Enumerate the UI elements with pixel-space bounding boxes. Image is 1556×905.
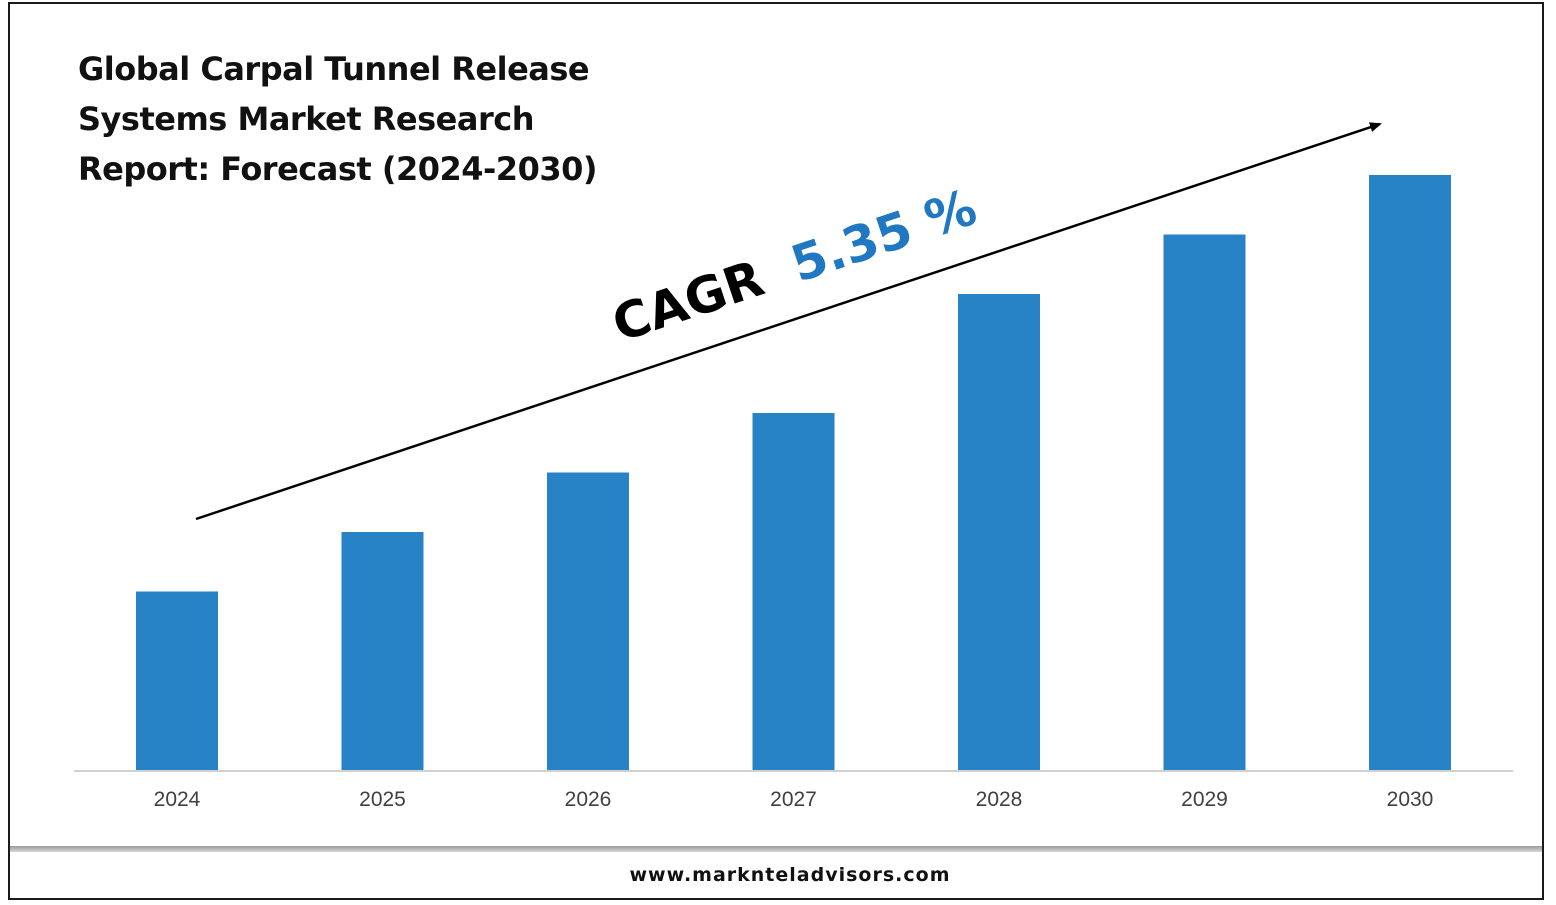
bar-2025: [341, 532, 424, 770]
x-tick-label-2027: 2027: [770, 788, 817, 811]
x-tick-label-2025: 2025: [359, 788, 406, 811]
title-line-1: Global Carpal Tunnel Release: [78, 50, 590, 88]
bar-2024: [136, 591, 218, 770]
title-line-3: Report: Forecast (2024-2030): [78, 150, 597, 188]
cagr-label: CAGR: [605, 249, 770, 353]
bar-2029: [1163, 234, 1246, 770]
x-tick-label-2024: 2024: [154, 788, 201, 811]
x-tick-label-2030: 2030: [1387, 788, 1434, 811]
footer-divider: [10, 846, 1542, 852]
x-tick-label-2026: 2026: [565, 788, 612, 811]
title-line-2: Systems Market Research: [78, 100, 534, 138]
cagr-annotation: CAGR 5.35 %: [605, 178, 983, 353]
cagr-value: 5.35 %: [784, 178, 983, 294]
trend-arrow: [195, 122, 1382, 521]
bars-group: [136, 175, 1451, 770]
bar-2030: [1369, 175, 1451, 770]
bar-2027: [752, 413, 835, 770]
footer-url: www.marknteladvisors.com: [629, 864, 951, 886]
bar-2028: [958, 294, 1040, 770]
x-tick-label-2029: 2029: [1181, 788, 1228, 811]
x-tick-labels: 2024 2025 2026 2027 2028 2029 2030: [154, 788, 1434, 811]
x-tick-label-2028: 2028: [976, 788, 1023, 811]
bar-2026: [547, 472, 629, 770]
chart-title: Global Carpal Tunnel Release Systems Mar…: [78, 44, 638, 194]
